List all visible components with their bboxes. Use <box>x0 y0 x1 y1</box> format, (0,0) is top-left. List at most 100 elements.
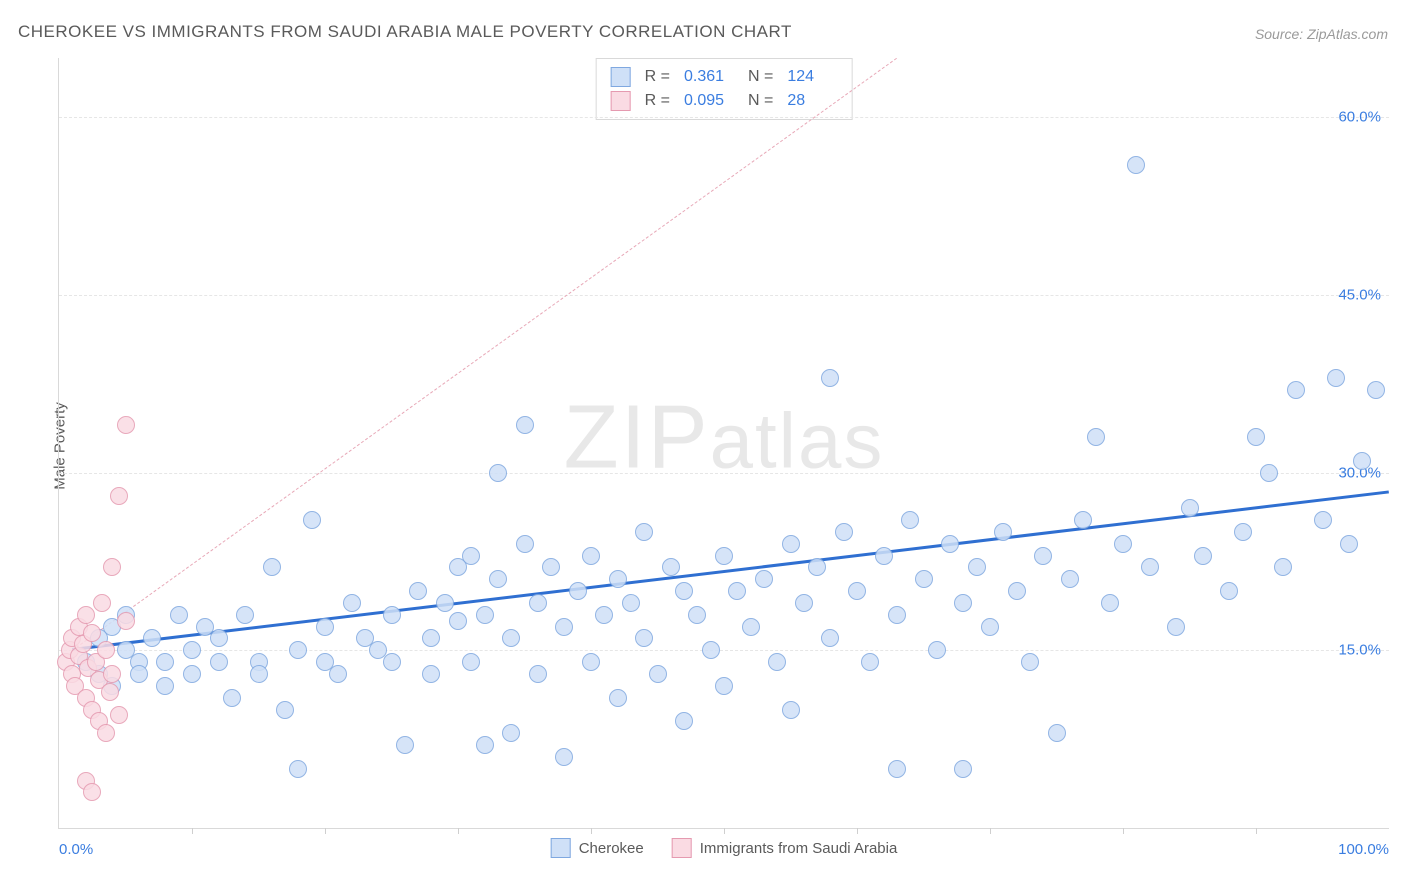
y-tick-label: 15.0% <box>1338 642 1381 659</box>
data-point-cherokee <box>968 558 986 576</box>
x-tick-mark <box>1123 828 1124 834</box>
data-point-cherokee <box>276 701 294 719</box>
data-point-cherokee <box>329 665 347 683</box>
data-point-cherokee <box>516 535 534 553</box>
data-point-saudi <box>83 783 101 801</box>
data-point-cherokee <box>183 665 201 683</box>
data-point-cherokee <box>555 618 573 636</box>
legend-swatch <box>611 91 631 111</box>
plot-area: ZIPatlas R =0.361N =124R =0.095N =28 Che… <box>58 58 1389 829</box>
data-point-cherokee <box>742 618 760 636</box>
data-point-cherokee <box>422 629 440 647</box>
data-point-cherokee <box>755 570 773 588</box>
data-point-saudi <box>110 487 128 505</box>
data-point-cherokee <box>436 594 454 612</box>
x-axis-min-label: 0.0% <box>59 841 93 858</box>
data-point-cherokee <box>1021 653 1039 671</box>
data-point-saudi <box>117 612 135 630</box>
data-point-cherokee <box>462 547 480 565</box>
data-point-cherokee <box>662 558 680 576</box>
data-point-cherokee <box>476 606 494 624</box>
data-point-cherokee <box>529 665 547 683</box>
data-point-cherokee <box>915 570 933 588</box>
y-tick-label: 45.0% <box>1338 286 1381 303</box>
gridline-h <box>59 117 1389 118</box>
data-point-cherokee <box>649 665 667 683</box>
data-point-cherokee <box>888 606 906 624</box>
data-point-saudi <box>101 683 119 701</box>
data-point-cherokee <box>635 523 653 541</box>
data-point-cherokee <box>210 653 228 671</box>
data-point-cherokee <box>156 653 174 671</box>
legend-item: Immigrants from Saudi Arabia <box>672 838 898 858</box>
x-tick-mark <box>857 828 858 834</box>
data-point-cherokee <box>502 629 520 647</box>
data-point-saudi <box>103 558 121 576</box>
chart-title: CHEROKEE VS IMMIGRANTS FROM SAUDI ARABIA… <box>18 22 792 42</box>
data-point-cherokee <box>1141 558 1159 576</box>
data-point-cherokee <box>1048 724 1066 742</box>
data-point-cherokee <box>1101 594 1119 612</box>
x-tick-mark <box>325 828 326 834</box>
legend-swatch <box>611 67 631 87</box>
n-value: 28 <box>787 89 837 113</box>
data-point-cherokee <box>848 582 866 600</box>
data-point-cherokee <box>130 665 148 683</box>
data-point-cherokee <box>888 760 906 778</box>
x-tick-mark <box>1256 828 1257 834</box>
data-point-cherokee <box>409 582 427 600</box>
n-label: N = <box>748 65 773 89</box>
x-axis-max-label: 100.0% <box>1338 841 1389 858</box>
data-point-cherokee <box>715 547 733 565</box>
data-point-cherokee <box>582 653 600 671</box>
data-point-saudi <box>117 416 135 434</box>
data-point-cherokee <box>143 629 161 647</box>
data-point-cherokee <box>489 570 507 588</box>
data-point-cherokee <box>782 535 800 553</box>
data-point-cherokee <box>702 641 720 659</box>
data-point-cherokee <box>476 736 494 754</box>
legend-row: R =0.361N =124 <box>611 65 838 89</box>
r-label: R = <box>645 65 670 89</box>
data-point-cherokee <box>316 618 334 636</box>
trend-line-saudi <box>72 58 897 651</box>
data-point-cherokee <box>795 594 813 612</box>
legend-label: Cherokee <box>579 840 644 857</box>
data-point-cherokee <box>1327 369 1345 387</box>
data-point-cherokee <box>1287 381 1305 399</box>
data-point-cherokee <box>609 570 627 588</box>
data-point-cherokee <box>1087 428 1105 446</box>
data-point-cherokee <box>236 606 254 624</box>
legend-swatch <box>551 838 571 858</box>
legend-swatch <box>672 838 692 858</box>
data-point-cherokee <box>383 653 401 671</box>
data-point-cherokee <box>582 547 600 565</box>
data-point-cherokee <box>941 535 959 553</box>
data-point-cherokee <box>1034 547 1052 565</box>
data-point-cherokee <box>928 641 946 659</box>
data-point-cherokee <box>835 523 853 541</box>
data-point-saudi <box>83 624 101 642</box>
data-point-cherokee <box>1114 535 1132 553</box>
data-point-cherokee <box>462 653 480 671</box>
data-point-cherokee <box>1247 428 1265 446</box>
data-point-cherokee <box>994 523 1012 541</box>
data-point-cherokee <box>183 641 201 659</box>
data-point-cherokee <box>1061 570 1079 588</box>
data-point-cherokee <box>954 760 972 778</box>
data-point-cherokee <box>1340 535 1358 553</box>
data-point-cherokee <box>343 594 361 612</box>
data-point-cherokee <box>156 677 174 695</box>
data-point-saudi <box>97 641 115 659</box>
data-point-cherokee <box>981 618 999 636</box>
data-point-cherokee <box>861 653 879 671</box>
legend-item: Cherokee <box>551 838 644 858</box>
data-point-cherokee <box>569 582 587 600</box>
data-point-cherokee <box>1234 523 1252 541</box>
x-tick-mark <box>724 828 725 834</box>
legend-row: R =0.095N =28 <box>611 89 838 113</box>
data-point-cherokee <box>1353 452 1371 470</box>
data-point-cherokee <box>555 748 573 766</box>
data-point-cherokee <box>449 612 467 630</box>
data-point-cherokee <box>901 511 919 529</box>
